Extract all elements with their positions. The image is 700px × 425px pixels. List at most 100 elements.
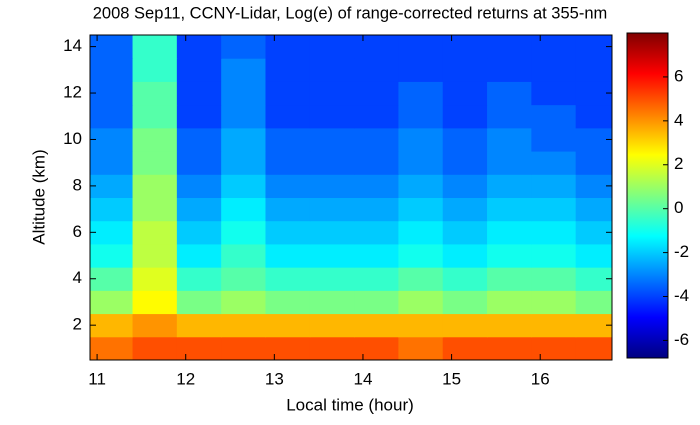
heatmap-cell	[442, 35, 488, 59]
heatmap-cell	[265, 220, 311, 245]
colorbar-tick-label: -2	[674, 242, 689, 261]
heatmap-cell	[265, 336, 311, 360]
heatmap-cell	[309, 127, 355, 152]
heatmap-cell	[221, 267, 266, 291]
heatmap-cell	[442, 58, 488, 82]
heatmap-cell	[354, 58, 399, 82]
heatmap-cell	[531, 290, 577, 315]
heatmap-cell	[575, 336, 612, 360]
heatmap-cell	[90, 35, 134, 59]
heatmap-cell	[309, 151, 355, 175]
heatmap-cell	[487, 197, 532, 222]
heatmap-cell	[575, 197, 612, 222]
heatmap-cell	[132, 104, 178, 129]
heatmap-cell	[354, 220, 399, 245]
plot-frame	[89, 34, 613, 361]
heatmap-cell	[487, 290, 532, 315]
heatmap-cell	[90, 220, 134, 245]
heatmap-cell	[531, 58, 577, 82]
heatmap-cell	[90, 151, 134, 175]
heatmap-cell	[531, 127, 577, 152]
heatmap-cell	[354, 151, 399, 175]
colorbar-tick-label: 0	[674, 198, 683, 217]
heatmap-cell	[309, 267, 355, 291]
heatmap-cell	[575, 313, 612, 338]
heatmap-cell	[265, 267, 311, 291]
x-tick-label: 15	[442, 369, 461, 388]
heatmap-cell	[398, 58, 444, 82]
heatmap-cell	[442, 313, 488, 338]
heatmap-cell	[575, 127, 612, 152]
heatmap-cell	[132, 197, 178, 222]
heatmap-cell	[354, 313, 399, 338]
heatmap-cell	[354, 127, 399, 152]
heatmap-cell	[398, 243, 444, 268]
heatmap-cell	[487, 336, 532, 360]
heatmap-cell	[132, 220, 178, 245]
heatmap-cell	[90, 267, 134, 291]
heatmap-cell	[487, 174, 532, 198]
heatmap-cell	[398, 336, 444, 360]
colorbar-tick-label: -4	[674, 286, 689, 305]
heatmap-cell	[132, 336, 178, 360]
heatmap-cell	[132, 58, 178, 82]
y-tick-label: 10	[63, 129, 82, 148]
heatmap-cell	[265, 290, 311, 315]
heatmap-cell	[132, 81, 178, 106]
y-tick-label: 12	[63, 83, 82, 102]
y-tick-label: 4	[73, 268, 82, 287]
heatmap-cell	[487, 127, 532, 152]
heatmap-cell	[309, 197, 355, 222]
chart-title: 2008 Sep11, CCNY-Lidar, Log(e) of range-…	[93, 4, 608, 22]
heatmap-cell	[575, 151, 612, 175]
heatmap-cell	[531, 197, 577, 222]
heatmap-cell	[442, 243, 488, 268]
heatmap-cell	[531, 81, 577, 106]
colorbar-tick-label: 6	[674, 66, 683, 85]
heatmap-cell	[442, 81, 488, 106]
heatmap-cell	[176, 336, 222, 360]
x-tick-label: 16	[531, 369, 550, 388]
heatmap-cell	[265, 197, 311, 222]
y-axis-label: Altitude (km)	[29, 149, 48, 244]
heatmap-cell	[176, 58, 222, 82]
heatmap-cell	[90, 81, 134, 106]
heatmap-cell	[487, 58, 532, 82]
heatmap-cell	[531, 313, 577, 338]
heatmap-cell	[575, 267, 612, 291]
heatmap-cell	[176, 151, 222, 175]
x-tick-label: 11	[88, 369, 106, 388]
heatmap-cell	[354, 104, 399, 129]
heatmap-cell	[398, 313, 444, 338]
heatmap-cell	[487, 104, 532, 129]
y-tick-label: 2	[73, 315, 82, 334]
heatmap-cell	[398, 104, 444, 129]
heatmap-cell	[176, 243, 222, 268]
heatmap-cell	[309, 220, 355, 245]
heatmap-cell	[309, 174, 355, 198]
heatmap-cell	[132, 313, 178, 338]
heatmap-cell	[442, 174, 488, 198]
colorbar-tick-label: -6	[674, 330, 689, 349]
heatmap-cell	[575, 290, 612, 315]
heatmap-cell	[354, 174, 399, 198]
heatmap-cell	[265, 127, 311, 152]
heatmap-cell	[487, 81, 532, 106]
heatmap-cell	[90, 197, 134, 222]
heatmap-cell	[487, 313, 532, 338]
heatmap-cell	[90, 127, 134, 152]
heatmap-cell	[398, 35, 444, 59]
colorbar	[626, 32, 669, 359]
heatmap-cell	[90, 243, 134, 268]
heatmap-cell	[176, 174, 222, 198]
heatmap-cell	[90, 336, 134, 360]
heatmap-cell	[221, 35, 266, 59]
heatmap-cell	[309, 58, 355, 82]
heatmap-cell	[575, 243, 612, 268]
heatmap-cell	[221, 127, 266, 152]
heatmap-cell	[575, 58, 612, 82]
heatmap-cell	[176, 267, 222, 291]
heatmap-cell	[309, 336, 355, 360]
heatmap-cell	[309, 243, 355, 268]
